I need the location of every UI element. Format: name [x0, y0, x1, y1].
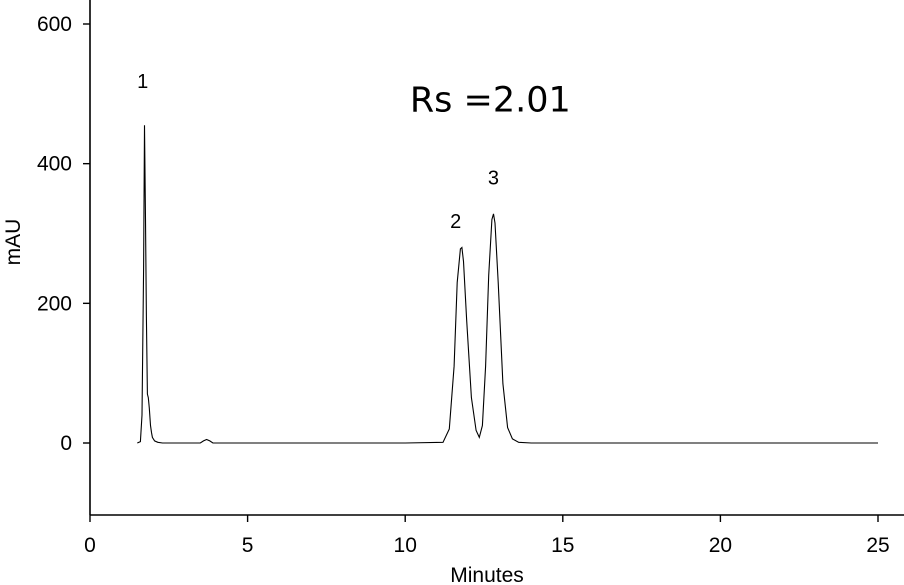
y-axis-title: mAU — [2, 219, 25, 266]
resolution-annotation: Rs =2.01 — [410, 80, 571, 120]
x-tick-label: 15 — [551, 534, 574, 557]
y-axis: 0 200 400 600 — [37, 0, 91, 515]
y-tick-group: 0 200 400 600 — [37, 13, 90, 455]
x-tick-label: 25 — [866, 534, 889, 557]
y-tick-label: 0 — [60, 432, 72, 455]
chromatogram-trace — [137, 125, 878, 444]
peak-label: 1 — [137, 71, 148, 93]
x-tick-label: 10 — [394, 534, 417, 557]
x-tick-label: 20 — [709, 534, 732, 557]
y-tick-label: 600 — [37, 13, 72, 36]
x-tick-label: 5 — [242, 534, 254, 557]
x-axis-title: Minutes — [450, 564, 524, 585]
annotation-group: Rs =2.01 1 2 3 — [137, 71, 571, 233]
y-tick-label: 200 — [37, 292, 72, 315]
x-tick-label: 0 — [84, 534, 96, 557]
y-tick-label: 400 — [37, 153, 72, 176]
x-axis: 0 5 10 15 20 25 — [84, 514, 904, 557]
plot-area — [137, 125, 878, 444]
x-tick-group: 0 5 10 15 20 25 — [84, 515, 890, 557]
peak-label: 3 — [488, 168, 499, 190]
peak-label: 2 — [450, 211, 461, 233]
